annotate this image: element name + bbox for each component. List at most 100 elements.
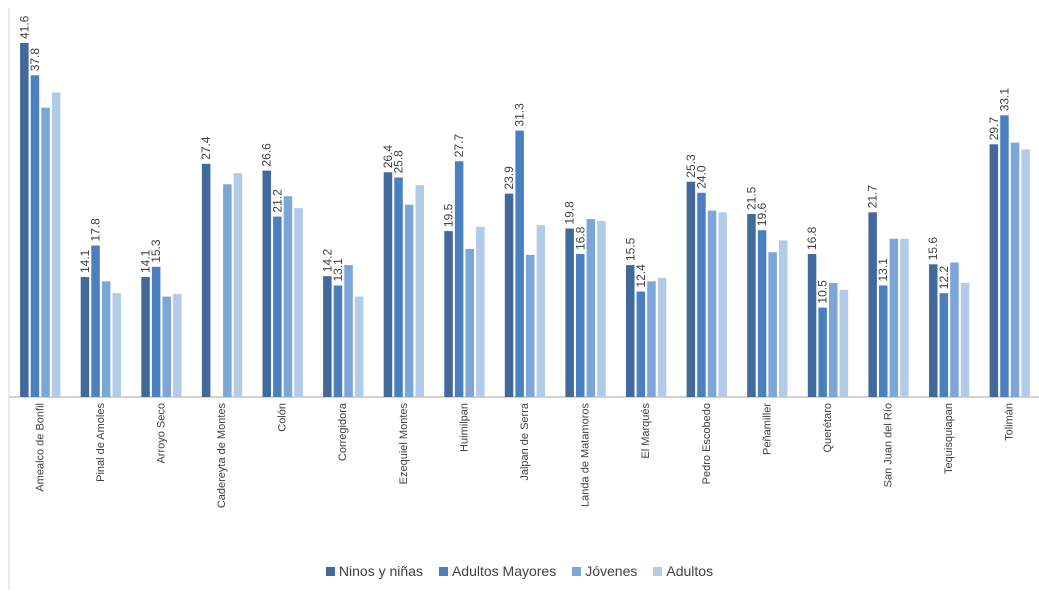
data-label: 27.7: [452, 134, 466, 158]
data-label: 19.6: [755, 203, 769, 227]
data-label: 24.0: [695, 165, 709, 189]
data-label: 37.8: [28, 48, 42, 72]
bar: [879, 285, 888, 397]
bar: [989, 144, 999, 397]
bar: [394, 177, 403, 397]
bar: [383, 172, 393, 397]
bar: [91, 245, 100, 397]
x-tick-label: Querétaro: [822, 403, 834, 453]
x-tick-label: Pedro Escobedo: [701, 403, 713, 484]
bar: [626, 265, 635, 397]
bar: [344, 265, 353, 397]
bar: [151, 266, 161, 397]
bar: [294, 208, 303, 397]
bar: [768, 252, 777, 397]
legend-swatch: [572, 566, 582, 576]
data-label: 31.3: [513, 103, 527, 127]
legend-swatch: [438, 566, 448, 576]
x-tick-label: Colón: [277, 403, 289, 432]
bar: [526, 254, 535, 397]
bar: [504, 193, 514, 397]
bar: [939, 293, 949, 397]
data-label: 16.8: [805, 226, 819, 250]
bar: [586, 219, 596, 397]
x-tick-label: Tequisquiapan: [943, 403, 955, 474]
bar: [51, 92, 61, 398]
bar: [697, 192, 706, 397]
bar: [283, 196, 293, 397]
bar: [233, 173, 243, 397]
bar: [476, 226, 485, 397]
x-tick-label: Amealco de Bonfil: [34, 403, 46, 492]
bar: [839, 289, 849, 397]
bar: [647, 281, 656, 397]
data-label: 25.8: [392, 150, 406, 174]
bar: [415, 185, 424, 397]
x-tick-label: Huimilpan: [458, 403, 470, 452]
data-label: 27.4: [199, 136, 213, 160]
bar: [323, 276, 332, 397]
chart-legend: Ninos y niñas Adultos Mayores Jóvenes Adult…: [0, 563, 1039, 579]
bar: [80, 277, 90, 397]
bar: [20, 43, 29, 397]
bar: [465, 248, 474, 397]
data-label: 29.7: [987, 117, 1001, 141]
bar: [354, 296, 364, 397]
data-label: 15.5: [623, 237, 637, 261]
bar: [1000, 115, 1009, 398]
bar: [444, 231, 453, 397]
bar: [565, 228, 574, 397]
data-label: 25.3: [684, 154, 698, 178]
x-tick-label: Cadereyta de Montes: [216, 403, 228, 509]
bar: [889, 238, 899, 397]
data-label: 23.9: [502, 166, 516, 190]
x-tick-label: El Marqués: [640, 403, 652, 459]
data-label: 26.4: [381, 145, 395, 169]
bar: [273, 216, 282, 397]
x-tick-label: Tolimán: [1004, 403, 1016, 441]
bar: [929, 264, 938, 398]
legend-swatch: [653, 566, 663, 576]
bar: [1010, 142, 1020, 397]
data-label: 10.5: [816, 280, 830, 304]
data-label: 33.1: [997, 88, 1011, 112]
data-label: 21.7: [866, 185, 880, 209]
x-tick-label: Corregidora: [337, 402, 349, 461]
bar: [333, 285, 343, 397]
legend-item: Ninos y niñas: [325, 563, 423, 579]
data-label: 16.8: [573, 226, 587, 250]
data-label: 14.1: [78, 249, 92, 273]
bar: [779, 240, 788, 397]
bar: [718, 212, 727, 397]
data-label: 13.1: [331, 258, 345, 282]
bar: [262, 170, 271, 397]
data-label: 14.2: [320, 249, 334, 273]
bar: [900, 238, 909, 397]
bar: [960, 283, 970, 397]
bar: [829, 283, 838, 397]
legend-item: Jóvenes: [572, 563, 637, 579]
bar: [686, 181, 696, 397]
bar: [707, 210, 717, 397]
bar: [757, 230, 767, 397]
bar: [636, 291, 646, 397]
x-tick-label: Arroyo Seco: [156, 403, 168, 464]
x-tick-label: Peñamiller: [761, 403, 773, 455]
bar: [173, 294, 182, 397]
bar: [112, 293, 121, 397]
legend-label: Adultos Mayores: [451, 563, 557, 579]
bar: [201, 163, 211, 397]
x-tick-label: San Juan del Río: [883, 403, 895, 487]
bar: [868, 212, 877, 397]
bar: [41, 107, 50, 397]
bar: [162, 296, 171, 397]
legend-label: Adultos: [666, 563, 714, 579]
bar: [404, 204, 414, 397]
legend-swatch: [325, 566, 335, 576]
data-label: 26.6: [260, 143, 274, 167]
bar: [223, 184, 232, 397]
data-label: 15.3: [149, 239, 163, 263]
bar: [576, 254, 585, 397]
